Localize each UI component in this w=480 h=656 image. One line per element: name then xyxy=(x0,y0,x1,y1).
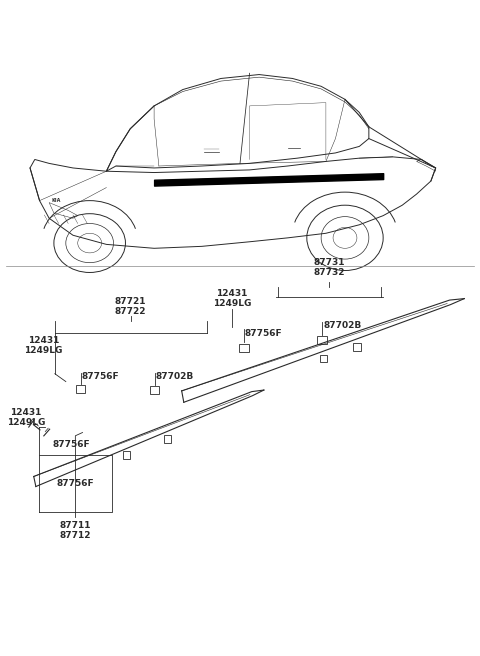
Text: 12431
1249LG: 12431 1249LG xyxy=(24,336,62,356)
Text: 87756F: 87756F xyxy=(57,479,94,488)
Text: 87756F: 87756F xyxy=(53,440,91,449)
Text: 87702B: 87702B xyxy=(156,373,194,381)
Text: 12431
1249LG: 12431 1249LG xyxy=(7,408,46,427)
Text: KIA: KIA xyxy=(51,198,61,203)
Text: 87721
87722: 87721 87722 xyxy=(115,297,146,316)
Text: 12431
1249LG: 12431 1249LG xyxy=(213,289,251,308)
Text: 87711
87712: 87711 87712 xyxy=(60,521,91,540)
Text: 87731
87732: 87731 87732 xyxy=(314,258,346,277)
Text: 87756F: 87756F xyxy=(245,329,282,338)
Text: 87756F: 87756F xyxy=(82,373,119,381)
Text: 87702B: 87702B xyxy=(324,321,362,331)
